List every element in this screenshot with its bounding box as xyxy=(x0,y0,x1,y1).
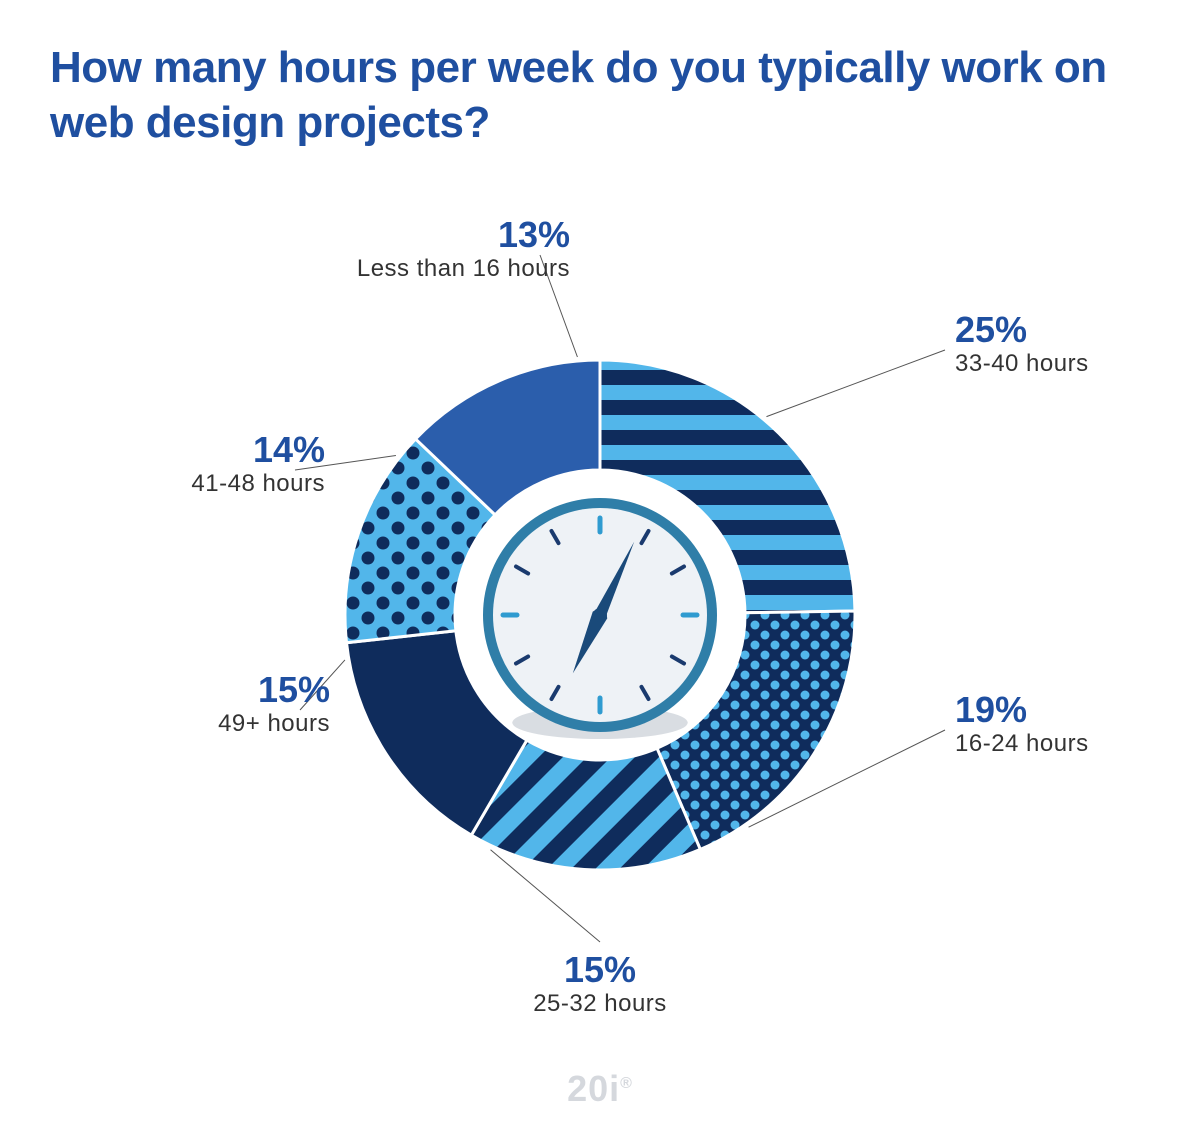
label-desc-16_24: 16-24 hours xyxy=(955,730,1185,759)
leader-33_40 xyxy=(766,350,945,417)
chart-title: How many hours per week do you typically… xyxy=(50,40,1150,150)
brand-text: 20i xyxy=(567,1068,620,1109)
label-desc-33_40: 33-40 hours xyxy=(955,350,1185,379)
label-49_plus: 15%49+ hours xyxy=(100,670,330,738)
label-pct-16_24: 19% xyxy=(955,690,1185,730)
label-25_32: 15%25-32 hours xyxy=(470,950,730,1018)
label-pct-41_48: 14% xyxy=(95,430,325,470)
label-lt_16: 13%Less than 16 hours xyxy=(340,215,570,283)
label-pct-25_32: 15% xyxy=(470,950,730,990)
brand-watermark: 20i® xyxy=(0,1068,1200,1110)
label-pct-lt_16: 13% xyxy=(340,215,570,255)
label-desc-25_32: 25-32 hours xyxy=(470,990,730,1019)
label-16_24: 19%16-24 hours xyxy=(955,690,1185,758)
donut-chart: 25%33-40 hours19%16-24 hours15%25-32 hou… xyxy=(0,190,1200,1090)
label-41_48: 14%41-48 hours xyxy=(95,430,325,498)
label-desc-49_plus: 49+ hours xyxy=(100,710,330,739)
label-pct-49_plus: 15% xyxy=(100,670,330,710)
label-pct-33_40: 25% xyxy=(955,310,1185,350)
label-desc-41_48: 41-48 hours xyxy=(95,470,325,499)
label-desc-lt_16: Less than 16 hours xyxy=(340,255,570,284)
label-33_40: 25%33-40 hours xyxy=(955,310,1185,378)
